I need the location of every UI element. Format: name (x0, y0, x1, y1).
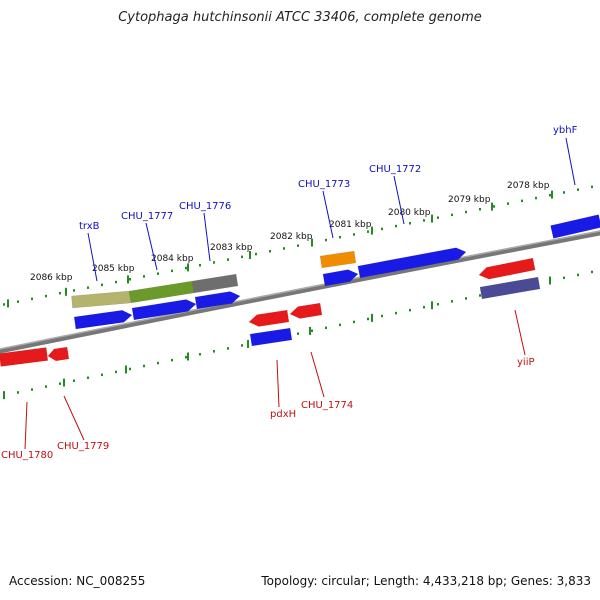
feature-gray (191, 273, 239, 294)
label-leader-line (514, 309, 526, 356)
accession-text: Accession: NC_008255 (9, 574, 146, 588)
genome-info-text: Topology: circular; Length: 4,433,218 bp… (261, 574, 591, 588)
genome-backbone (0, 230, 600, 354)
gene-forward (357, 247, 467, 279)
tick-track-top: 2086 kbp 2085 kbp 2084 kbp 2083 kbp 2082 kbp… (3, 181, 593, 308)
scale-tick-label: 2079 kbp (448, 195, 491, 205)
gene-forward (249, 327, 293, 347)
gene-reverse (0, 347, 49, 367)
scale-tick-label: 2085 kbp (92, 264, 135, 274)
gene-forward (73, 310, 133, 330)
label-leader-line (63, 395, 85, 441)
gene-forward (322, 269, 359, 287)
gene-label-top: ybhF (553, 125, 578, 136)
gene-label-top: CHU_1772 (369, 164, 421, 175)
scale-tick-label: 2081 kbp (329, 220, 372, 230)
label-leader-line (565, 137, 576, 186)
map-title: Cytophaga hutchinsonii ATCC 33406, compl… (118, 10, 482, 25)
genome-backbone-highlight (0, 230, 600, 350)
gene-label-bottom: CHU_1774 (301, 400, 353, 411)
gene-forward (131, 299, 197, 321)
label-leader-line (87, 232, 98, 282)
scale-tick-label: 2086 kbp (30, 273, 73, 283)
gene-forward (194, 291, 241, 310)
gene-labels: trxB CHU_1777 CHU_1776 CHU_1773 CHU_1772 ybhF… (1, 125, 578, 461)
label-leader-line (393, 175, 405, 225)
gene-label-bottom: CHU_1780 (1, 450, 53, 461)
label-leader-line (322, 190, 334, 239)
gene-features (0, 214, 600, 367)
scale-tick-label: 2082 kbp (270, 232, 313, 242)
gene-label-bottom: CHU_1779 (57, 441, 109, 452)
gene-reverse (289, 302, 323, 319)
label-leader-line (24, 401, 28, 450)
gene-label-bottom: pdxH (270, 409, 296, 420)
gene-label-top: CHU_1776 (179, 201, 231, 212)
scale-tick-label: 2084 kbp (151, 254, 194, 264)
gene-label-top: CHU_1777 (121, 211, 173, 222)
scale-tick-label: 2080 kbp (388, 208, 431, 218)
feature-orange (319, 250, 357, 269)
scale-tick-label: 2083 kbp (210, 243, 253, 253)
feature-green (128, 280, 195, 304)
gene-reverse (47, 346, 70, 362)
gene-reverse (478, 257, 536, 280)
gene-label-bottom: yiiP (517, 357, 535, 368)
label-leader-line (276, 359, 280, 408)
gene-label-top: trxB (79, 221, 100, 232)
label-leader-line (310, 351, 325, 398)
label-leader-line (145, 222, 158, 271)
feature-purple (479, 276, 541, 300)
label-leader-line (203, 212, 211, 262)
gene-label-top: CHU_1773 (298, 179, 350, 190)
feature-olive (71, 290, 131, 309)
scale-tick-label: 2078 kbp (507, 181, 550, 191)
gene-forward (550, 214, 600, 239)
gene-reverse (248, 309, 290, 327)
